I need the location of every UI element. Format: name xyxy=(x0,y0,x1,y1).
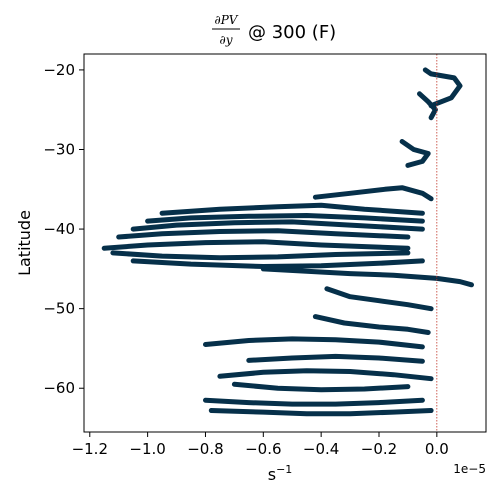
y-axis: −60 −50 −40 −30 −20 xyxy=(43,61,84,397)
series-line-8 xyxy=(116,228,411,240)
data-layer xyxy=(101,67,474,417)
series-line-20 xyxy=(208,408,434,417)
x-axis-offset-label: 1e−5 xyxy=(453,462,486,476)
x-axis-label-exponent: −1 xyxy=(276,463,292,476)
x-tick-label: −0.4 xyxy=(303,440,339,458)
title-frac-denominator: ∂y xyxy=(220,33,233,47)
title-suffix: @ 300 (F) xyxy=(248,22,336,43)
series-line-14 xyxy=(312,314,431,335)
series-line-9 xyxy=(101,239,411,251)
series-line-6 xyxy=(145,213,425,224)
y-axis-label: Latitude xyxy=(15,210,34,276)
y-tick-label: −60 xyxy=(43,379,75,397)
x-tick-label: −0.6 xyxy=(245,440,281,458)
x-axis: −1.2 −1.0 −0.8 −0.6 −0.4 −0.2 0.0 xyxy=(72,432,449,458)
x-axis-label-base: s xyxy=(268,465,276,484)
series-line-19 xyxy=(203,397,425,407)
y-tick-label: −50 xyxy=(43,300,75,318)
series-line-15 xyxy=(203,336,425,350)
series-line-16 xyxy=(246,353,425,364)
x-tick-label: −0.2 xyxy=(361,440,397,458)
series-line-13 xyxy=(324,286,434,312)
series-line-3 xyxy=(399,139,431,168)
series-line-1 xyxy=(422,67,463,109)
y-tick-label: −30 xyxy=(43,140,75,158)
series-line-7 xyxy=(130,219,425,232)
y-tick-label: −40 xyxy=(43,220,75,238)
series-line-10 xyxy=(110,250,411,261)
x-axis-label: s−1 xyxy=(268,463,293,484)
x-tick-label: 0.0 xyxy=(425,440,449,458)
series-line-2 xyxy=(417,91,438,121)
x-tick-label: −1.0 xyxy=(129,440,165,458)
y-tick-label: −20 xyxy=(43,61,75,79)
series-line-11 xyxy=(130,258,425,269)
series-line-5 xyxy=(159,202,425,216)
title-frac-numerator: ∂PV xyxy=(215,13,239,27)
chart-title: ∂PV ∂y @ 300 (F) xyxy=(212,13,336,47)
x-tick-label: −1.2 xyxy=(72,440,108,458)
x-tick-label: −0.8 xyxy=(187,440,223,458)
plot-frame xyxy=(83,53,487,433)
series-line-12 xyxy=(260,266,474,288)
series-line-17 xyxy=(217,368,434,382)
series-line-4 xyxy=(312,185,434,202)
series-line-18 xyxy=(231,381,411,393)
